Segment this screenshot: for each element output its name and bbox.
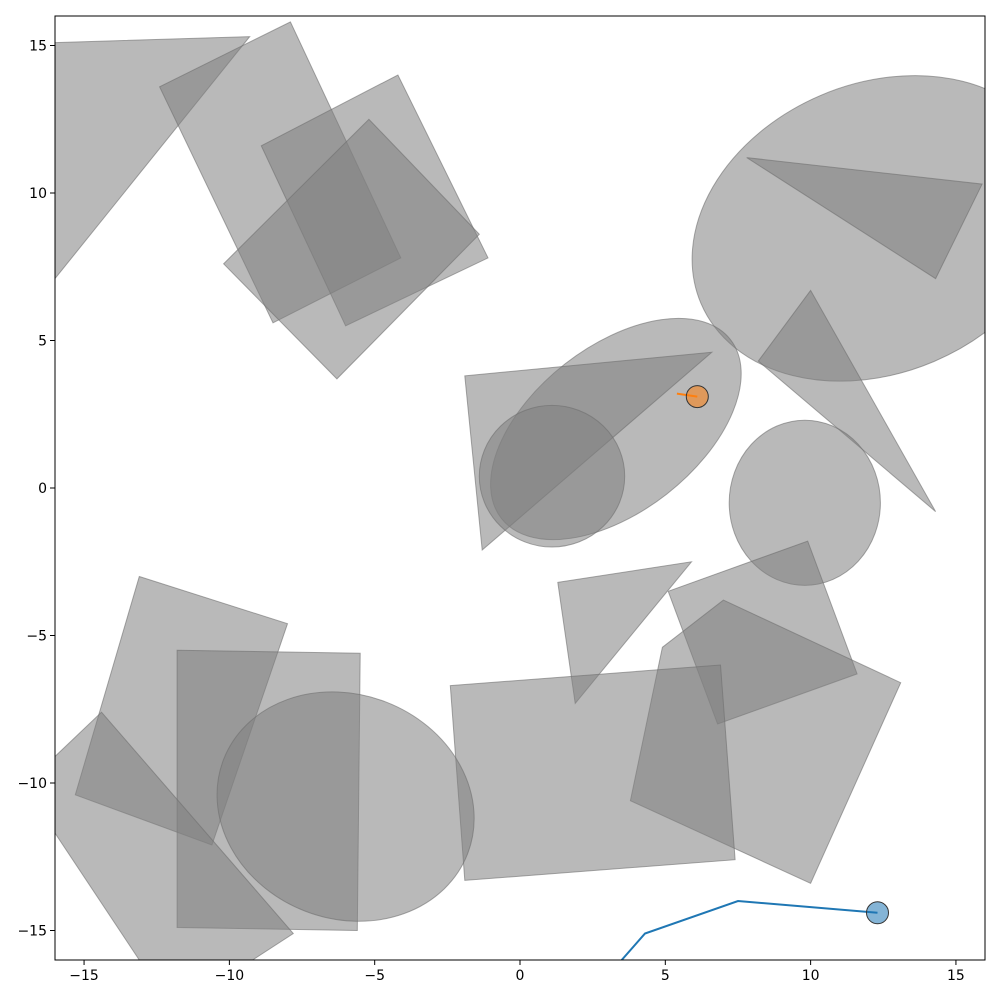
y-tick-label: 0 (38, 481, 47, 497)
y-tick-label: −5 (26, 629, 47, 645)
y-axis: −15 −10 −5 0 5 10 15 (17, 39, 55, 940)
y-tick-label: 15 (29, 39, 47, 55)
x-tick-label: 5 (661, 968, 670, 984)
obstacle-polygon (55, 711, 295, 960)
obstacle-polygon (222, 118, 480, 380)
x-tick-label: 10 (802, 968, 820, 984)
obstacle-polygon (557, 561, 693, 705)
obstacles (55, 21, 985, 960)
robot-markers (685, 385, 889, 925)
y-tick-label: 10 (29, 186, 47, 202)
x-tick-label: −5 (364, 968, 385, 984)
robot-marker-2 (685, 385, 709, 409)
y-tick-label: 5 (38, 334, 47, 350)
y-tick-label: −10 (17, 776, 47, 792)
x-tick-label: 15 (947, 968, 965, 984)
x-axis: −15 −10 −5 0 5 10 15 (69, 960, 965, 984)
obstacle-polygon (449, 664, 736, 881)
obstacle-ellipse (216, 691, 475, 922)
x-tick-label: 0 (516, 968, 525, 984)
obstacle-polygon (746, 157, 983, 280)
y-tick-label: −15 (17, 924, 47, 940)
robot-path-1 (620, 899, 878, 960)
x-tick-label: −10 (215, 968, 245, 984)
x-tick-label: −15 (69, 968, 99, 984)
obstacle-ellipse (478, 404, 626, 548)
robot-marker-1 (866, 901, 889, 925)
